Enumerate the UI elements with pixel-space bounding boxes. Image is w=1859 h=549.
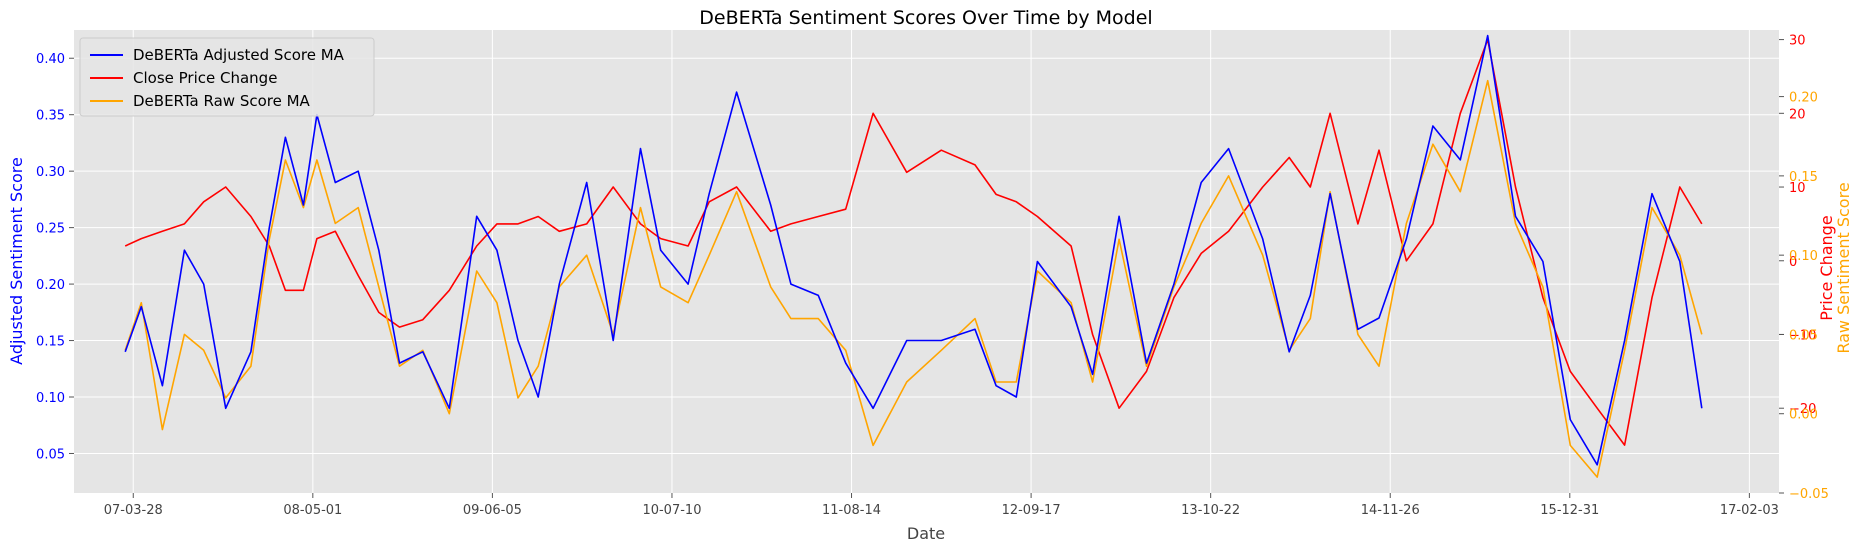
x-tick-label-9: 17-02-03: [1720, 503, 1779, 518]
legend-label-0: DeBERTa Adjusted Score MA: [133, 46, 345, 64]
left-tick-label-4: 0.25: [36, 222, 65, 237]
left-axis-label: Adjusted Sentiment Score: [7, 157, 26, 365]
legend: DeBERTa Adjusted Score MA Close Price Ch…: [79, 37, 375, 117]
x-tick-label-1: 08-05-01: [283, 503, 342, 518]
x-axis-label: Date: [907, 524, 945, 543]
left-tick-label-3: 0.20: [36, 278, 65, 293]
x-tick-label-4: 11-08-14: [822, 503, 881, 518]
price-tick-label-2: 0: [1789, 255, 1797, 270]
price-tick-label-1: −10: [1789, 328, 1816, 343]
price-tick-label-5: 30: [1789, 34, 1806, 49]
raw-tick-label-1: 0.00: [1789, 408, 1818, 423]
raw-tick-label-4: 0.15: [1789, 170, 1818, 185]
series-line-0: [124, 34, 1703, 466]
x-tick-label-3: 10-07-10: [642, 503, 701, 518]
series-layer: [124, 34, 1703, 478]
price-tick-label-0: −20: [1789, 402, 1816, 417]
raw-axis-label: Raw Sentiment Score: [1834, 182, 1853, 353]
x-tick-label-0: 07-03-28: [104, 503, 163, 518]
x-tick-label-8: 15-12-31: [1540, 503, 1599, 518]
left-tick-label-0: 0.05: [36, 447, 65, 462]
raw-tick-label-5: 0.20: [1789, 91, 1818, 106]
price-tick-label-4: 20: [1789, 107, 1806, 122]
raw-tick-label-2: 0.05: [1789, 328, 1818, 343]
left-tick-label-5: 0.30: [36, 165, 65, 180]
legend-label-1: Close Price Change: [133, 69, 277, 87]
raw-axis-ticks: −0.05 0.00 0.05 0.10 0.15 0.20: [1779, 91, 1829, 502]
price-axis-ticks: −20 −10 0 10 20 30: [1779, 34, 1816, 417]
left-axis-ticks: 0.05 0.10 0.15 0.20 0.25 0.30 0.35 0.40: [36, 52, 74, 462]
left-tick-label-1: 0.10: [36, 391, 65, 406]
series-line-1: [124, 38, 1703, 446]
left-tick-label-7: 0.40: [36, 52, 65, 67]
price-tick-label-3: 10: [1789, 181, 1806, 196]
left-tick-label-6: 0.35: [36, 109, 65, 124]
left-tick-label-2: 0.15: [36, 335, 65, 350]
x-axis-ticks: 07-03-28 08-05-01 09-06-05 10-07-10 11-08-14…: [104, 493, 1779, 518]
x-tick-label-7: 14-11-26: [1361, 503, 1420, 518]
raw-tick-label-3: 0.10: [1789, 249, 1818, 264]
x-tick-label-6: 13-10-22: [1181, 503, 1240, 518]
chart-title: DeBERTa Sentiment Scores Over Time by Mo…: [699, 7, 1152, 29]
x-tick-label-5: 12-09-17: [1002, 503, 1061, 518]
price-axis-label: Price Change: [1817, 215, 1836, 320]
legend-box: [79, 37, 375, 117]
x-tick-label-2: 09-06-05: [463, 503, 522, 518]
series-line-2: [124, 79, 1703, 478]
raw-tick-label-0: −0.05: [1789, 487, 1829, 502]
legend-label-2: DeBERTa Raw Score MA: [133, 92, 311, 110]
